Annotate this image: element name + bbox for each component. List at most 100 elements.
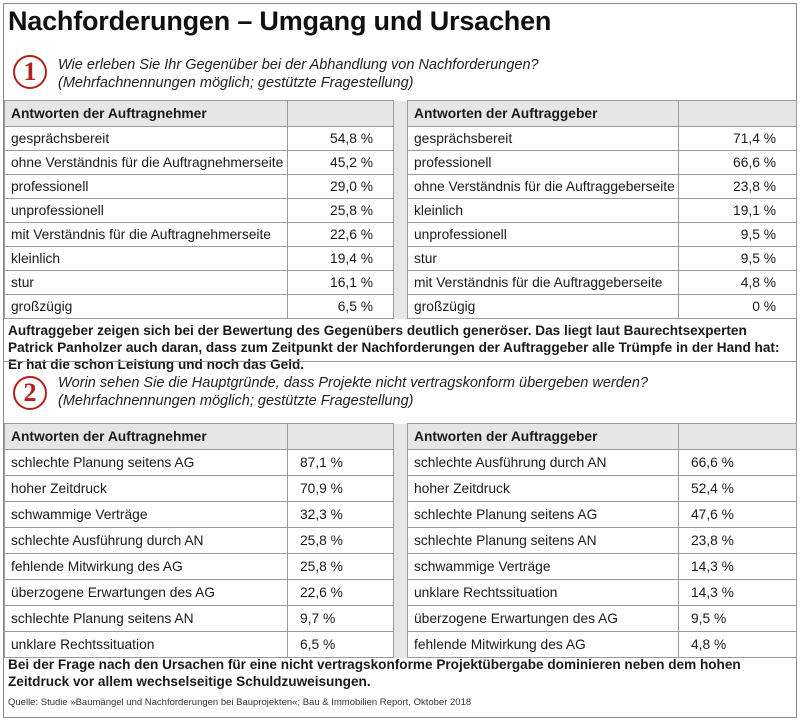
section-1-question-text: Wie erleben Sie Ihr Gegenüber bei der Ab… <box>58 57 539 73</box>
section-2-number-badge: 2 <box>13 376 47 410</box>
left-answer-label: großzügig <box>4 294 288 319</box>
right-answer-label: ohne Verständnis für die Auftraggebersei… <box>407 174 679 199</box>
section-2-table: Antworten der Auftragnehmer Antworten de… <box>4 423 797 658</box>
column-gap <box>393 126 408 151</box>
right-answer-label: kleinlich <box>407 198 679 223</box>
right-answer-value: 23,8 % <box>678 527 797 554</box>
right-answer-value: 4,8 % <box>678 631 797 658</box>
right-answer-label: gesprächsbereit <box>407 126 679 151</box>
table-header-row: Antworten der Auftragnehmer Antworten de… <box>4 423 797 450</box>
table-header-row: Antworten der Auftragnehmer Antworten de… <box>4 100 797 127</box>
table-row: schlechte Planung seitens AN 9,7 % überzog… <box>4 605 797 632</box>
left-answer-value: 16,1 % <box>287 270 394 295</box>
table-row: professionell 29,0 % ohne Verständnis für … <box>4 174 797 199</box>
column-gap <box>393 198 408 223</box>
left-answer-label: unprofessionell <box>4 198 288 223</box>
table-row: schlechte Planung seitens AG 87,1 % schlec… <box>4 449 797 476</box>
right-answer-label: schlechte Planung seitens AG <box>407 501 679 528</box>
left-answer-value: 22,6 % <box>287 579 394 606</box>
section-1-number-badge: 1 <box>13 55 47 89</box>
table-row: fehlende Mitwirkung des AG 25,8 % schwammi… <box>4 553 797 580</box>
right-answer-value: 4,8 % <box>678 270 797 295</box>
section-divider <box>4 361 796 362</box>
left-answer-value: 6,5 % <box>287 294 394 319</box>
left-answer-label: stur <box>4 270 288 295</box>
right-answer-label: großzügig <box>407 294 679 319</box>
table-row: ohne Verständnis für die Auftragnehmerse… <box>4 150 797 175</box>
column-gap <box>393 294 408 319</box>
column-gap <box>393 174 408 199</box>
table-row: mit Verständnis für die Auftragnehmersei… <box>4 222 797 247</box>
column-gap <box>393 246 408 271</box>
section-1-question: Wie erleben Sie Ihr Gegenüber bei der Ab… <box>58 56 539 92</box>
right-answer-value: 23,8 % <box>678 174 797 199</box>
column-gap <box>393 100 408 127</box>
left-answer-label: kleinlich <box>4 246 288 271</box>
column-gap <box>393 222 408 247</box>
right-answer-value: 66,6 % <box>678 150 797 175</box>
left-value-header <box>287 423 394 450</box>
table-row: großzügig 6,5 % großzügig 0 % <box>4 294 797 319</box>
column-gap <box>393 631 408 658</box>
table-row: unklare Rechtssituation 6,5 % fehlende Mit… <box>4 631 797 658</box>
column-gap <box>393 150 408 175</box>
left-column-header: Antworten der Auftragnehmer <box>4 423 288 450</box>
right-answer-value: 9,5 % <box>678 246 797 271</box>
right-answer-label: hoher Zeitdruck <box>407 475 679 502</box>
table-row: stur 16,1 % mit Verständnis für die Auftra… <box>4 270 797 295</box>
table-row: schwammige Verträge 32,3 % schlechte Planu… <box>4 501 797 528</box>
left-answer-label: unklare Rechtssituation <box>4 631 288 658</box>
right-answer-value: 14,3 % <box>678 579 797 606</box>
section-1-question-note: (Mehrfachnennungen möglich; gestützte Fr… <box>58 75 414 91</box>
right-value-header <box>678 100 797 127</box>
left-answer-value: 87,1 % <box>287 449 394 476</box>
column-gap <box>393 423 408 450</box>
right-answer-value: 52,4 % <box>678 475 797 502</box>
left-value-header <box>287 100 394 127</box>
left-answer-value: 25,8 % <box>287 527 394 554</box>
right-answer-label: schwammige Verträge <box>407 553 679 580</box>
right-answer-label: überzogene Erwartungen des AG <box>407 605 679 632</box>
left-answer-value: 22,6 % <box>287 222 394 247</box>
left-answer-label: gesprächsbereit <box>4 126 288 151</box>
left-answer-label: schlechte Planung seitens AN <box>4 605 288 632</box>
section-2-question-text: Worin sehen Sie die Hauptgründe, dass Pr… <box>58 375 649 391</box>
right-answer-value: 14,3 % <box>678 553 797 580</box>
column-gap <box>393 501 408 528</box>
right-answer-value: 47,6 % <box>678 501 797 528</box>
right-answer-value: 9,5 % <box>678 222 797 247</box>
left-answer-label: schlechte Ausführung durch AN <box>4 527 288 554</box>
section-2-question: Worin sehen Sie die Hauptgründe, dass Pr… <box>58 374 648 410</box>
left-answer-value: 54,8 % <box>287 126 394 151</box>
right-column-header: Antworten der Auftraggeber <box>407 100 679 127</box>
left-column-header: Antworten der Auftragnehmer <box>4 100 288 127</box>
right-column-header: Antworten der Auftraggeber <box>407 423 679 450</box>
table-row: kleinlich 19,4 % stur 9,5 % <box>4 246 797 271</box>
section-1-question-band <box>4 45 796 100</box>
column-gap <box>393 605 408 632</box>
column-gap <box>393 553 408 580</box>
column-gap <box>393 475 408 502</box>
column-gap <box>393 270 408 295</box>
left-answer-value: 29,0 % <box>287 174 394 199</box>
left-answer-value: 9,7 % <box>287 605 394 632</box>
right-answer-label: professionell <box>407 150 679 175</box>
left-answer-value: 45,2 % <box>287 150 394 175</box>
left-answer-label: schlechte Planung seitens AG <box>4 449 288 476</box>
left-answer-value: 19,4 % <box>287 246 394 271</box>
right-answer-value: 0 % <box>678 294 797 319</box>
page-title: Nachforderungen – Umgang und Ursachen <box>8 6 552 36</box>
left-answer-value: 70,9 % <box>287 475 394 502</box>
right-answer-label: schlechte Planung seitens AN <box>407 527 679 554</box>
source-note: Quelle: Studie »Baumängel und Nachforder… <box>8 697 472 708</box>
right-answer-label: unprofessionell <box>407 222 679 247</box>
figure-frame <box>3 3 797 718</box>
left-answer-label: mit Verständnis für die Auftragnehmersei… <box>4 222 288 247</box>
left-answer-label: überzogene Erwartungen des AG <box>4 579 288 606</box>
left-answer-label: fehlende Mitwirkung des AG <box>4 553 288 580</box>
table-row: hoher Zeitdruck 70,9 % hoher Zeitdruck 52,4… <box>4 475 797 502</box>
section-2-summary: Bei der Frage nach den Ursachen für eine… <box>8 657 741 689</box>
left-answer-value: 25,8 % <box>287 198 394 223</box>
section-1-summary: Auftraggeber zeigen sich bei der Bewertu… <box>8 323 780 372</box>
section-2-question-note: (Mehrfachnennungen möglich; gestützte Fr… <box>58 393 414 409</box>
